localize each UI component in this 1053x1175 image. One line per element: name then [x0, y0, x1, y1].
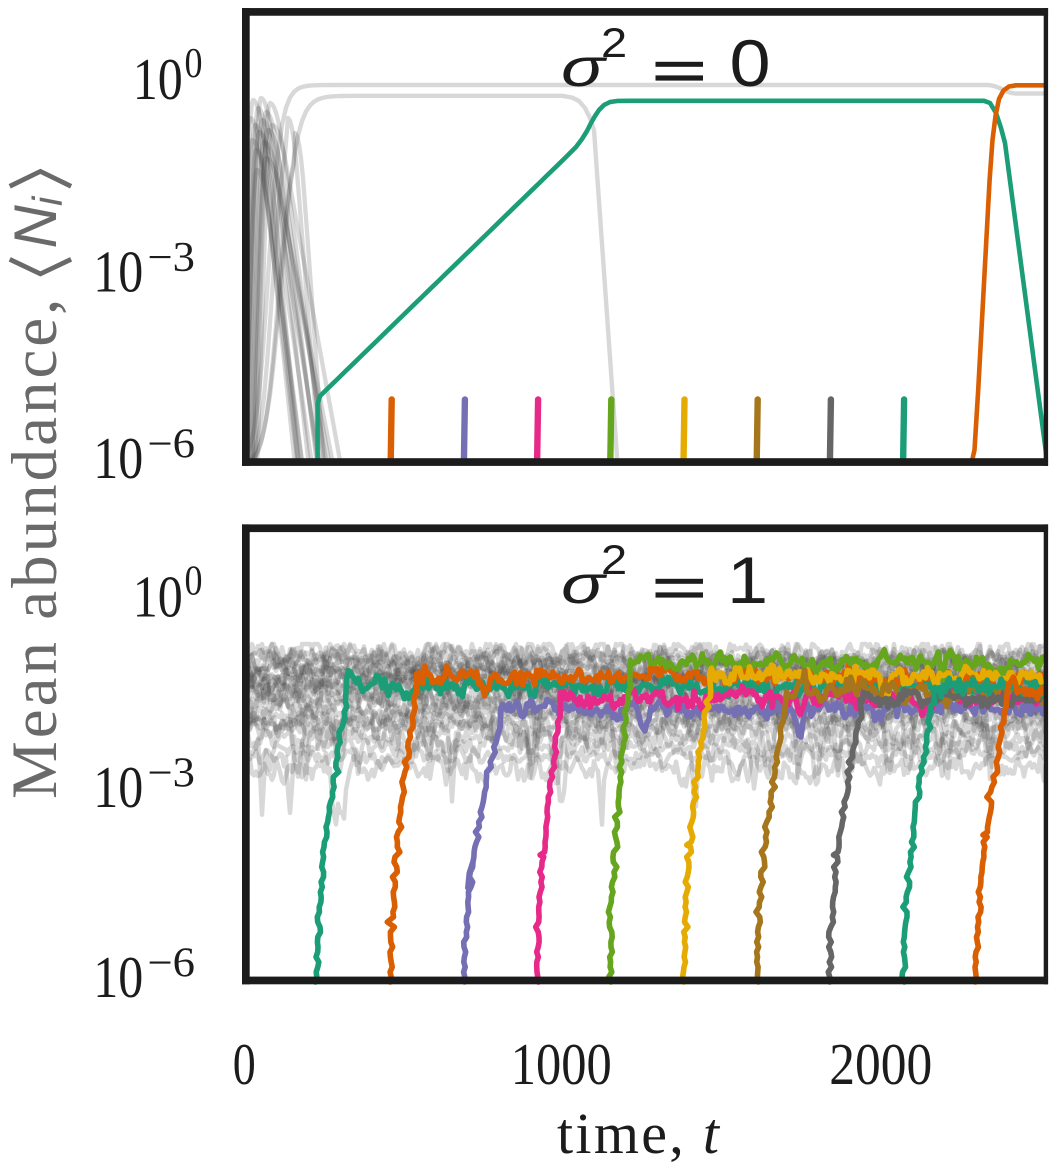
svg-text:i: i [24, 195, 71, 206]
svg-text:2: 2 [601, 20, 627, 66]
svg-text:10: 10 [93, 944, 143, 1010]
svg-text:σ: σ [561, 554, 608, 615]
svg-text:σ: σ [561, 37, 608, 98]
svg-text:0: 0 [185, 559, 203, 605]
svg-text:0: 0 [730, 27, 771, 100]
svg-text:0: 0 [185, 41, 203, 87]
svg-text:1000: 1000 [511, 1031, 612, 1097]
svg-text:2: 2 [601, 537, 627, 583]
svg-text:10: 10 [93, 239, 143, 305]
svg-text:−6: −6 [148, 941, 196, 987]
svg-text:0: 0 [233, 1031, 256, 1097]
svg-text:−3: −3 [148, 235, 196, 281]
svg-text:−3: −3 [148, 750, 196, 796]
svg-text:10: 10 [93, 754, 143, 820]
svg-text:2000: 2000 [829, 1031, 932, 1097]
svg-text:10: 10 [93, 425, 143, 491]
svg-text:10: 10 [133, 564, 183, 630]
svg-text:−6: −6 [148, 422, 196, 468]
svg-text:1: 1 [727, 544, 768, 617]
svg-text:N: N [2, 205, 69, 249]
svg-text:time, t: time, t [557, 1101, 721, 1166]
svg-text:Mean abundance,: Mean abundance, [0, 296, 71, 799]
svg-text:10: 10 [133, 46, 183, 112]
